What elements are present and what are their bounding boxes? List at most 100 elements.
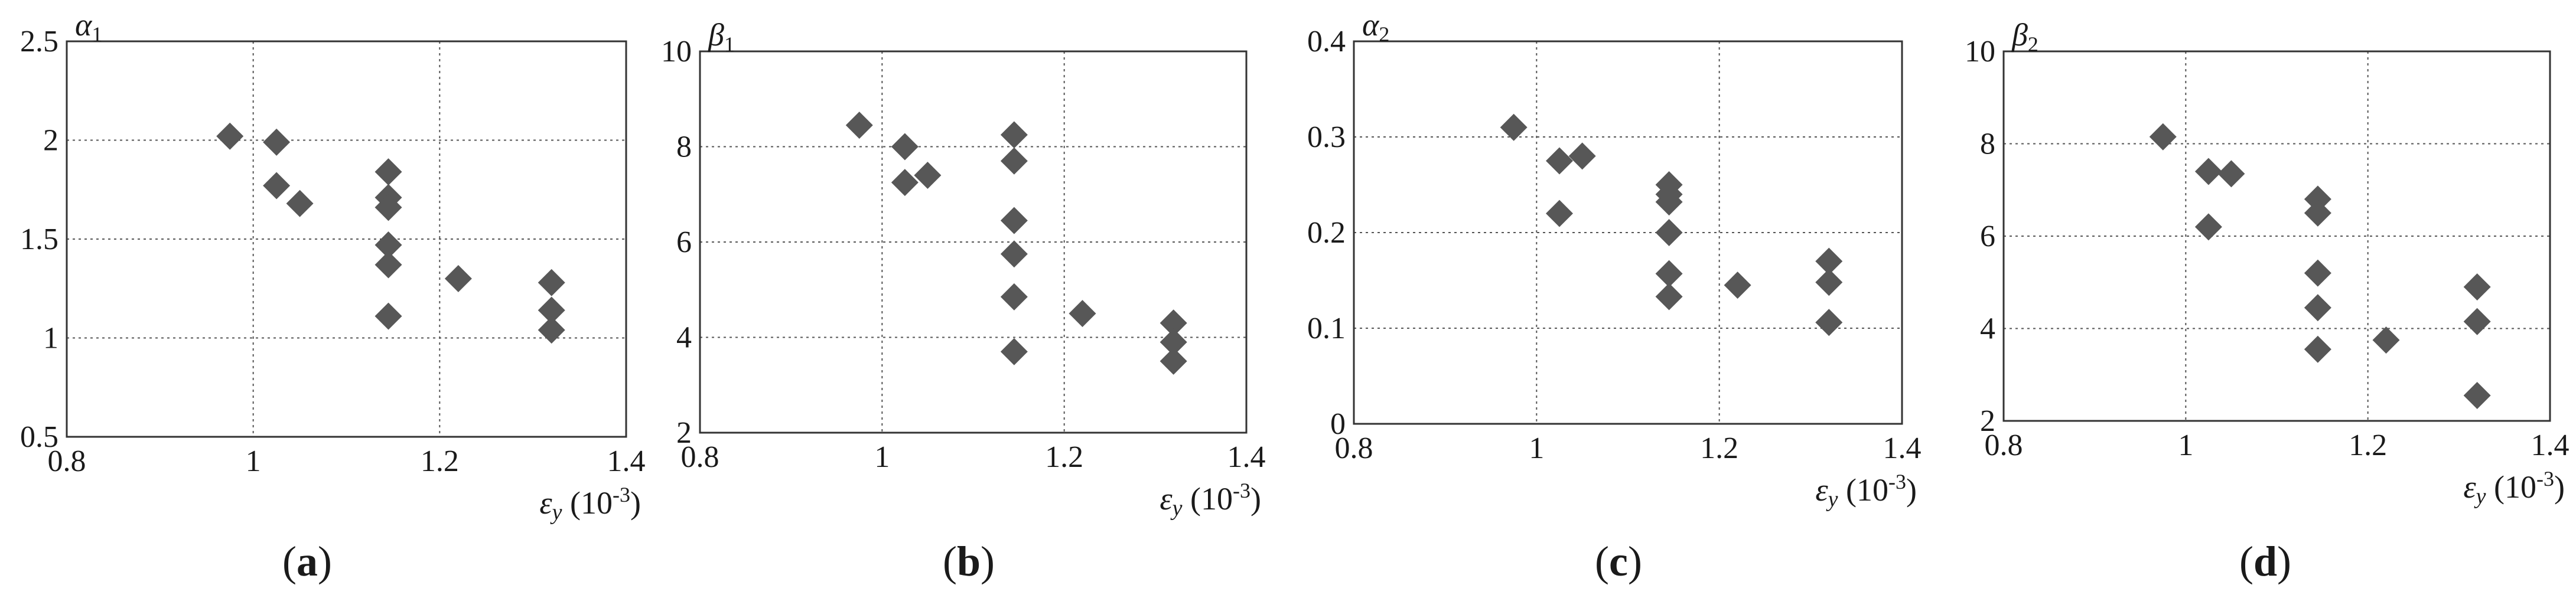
plot-frame [66, 40, 627, 438]
x-tick-label: 1 [2178, 429, 2193, 462]
y-tick-label: 0 [1330, 407, 1346, 441]
y-tick-label: 10 [1965, 35, 1995, 68]
data-point-marker [2463, 381, 2491, 409]
y-tick-label: 1.5 [20, 223, 58, 256]
data-point-marker [1546, 147, 1573, 175]
data-point-marker [374, 251, 402, 279]
data-point-marker [914, 161, 942, 189]
x-tick-label: 0.8 [1985, 429, 2023, 462]
y-tick-label: 4 [676, 321, 692, 355]
x-tick-label: 1.4 [607, 444, 646, 478]
data-point-marker [2194, 158, 2222, 185]
data-point-marker [1655, 219, 1683, 246]
x-tick-label: 1.2 [2349, 429, 2387, 462]
y-tick-label: 2 [43, 124, 58, 158]
x-tick-label: 1.2 [421, 444, 459, 478]
y-axis-label: α2 [1362, 7, 1389, 46]
x-tick-label: 0.8 [1335, 432, 1373, 465]
panel-b: 0.8 1 1.2 1.4 2 4 6 8 10 β1 εy (10-3) (b) [661, 17, 1266, 585]
data-point-marker [263, 128, 291, 156]
y-tick-label: 0.1 [1307, 312, 1346, 345]
data-point-marker [374, 158, 402, 186]
data-point-marker [1069, 300, 1096, 328]
data-point-marker [538, 316, 565, 344]
x-tick-label: 1.2 [1045, 440, 1083, 474]
data-point-marker [374, 231, 402, 259]
y-axis-label: β1 [708, 17, 735, 56]
data-point-marker [2304, 199, 2331, 227]
data-point-marker [216, 122, 244, 150]
x-axis-label: εy (10-3) [2463, 467, 2565, 509]
y-tick-label: 6 [1980, 220, 1995, 253]
data-point-marker [538, 296, 565, 324]
data-point-marker [2304, 185, 2331, 213]
panel-d: 0.8 1 1.2 1.4 2 4 6 8 10 β2 εy (10-3) (d) [1965, 17, 2570, 585]
data-point-marker [2304, 335, 2331, 363]
y-tick-label: 0.3 [1307, 120, 1346, 154]
panel-caption: (a) [282, 538, 332, 585]
data-point-marker [1000, 207, 1028, 234]
y-tick-label: 0.5 [20, 420, 58, 454]
data-point-marker [444, 265, 472, 292]
plot-frame [699, 50, 1248, 434]
data-point-marker [1655, 260, 1683, 287]
y-tick-label: 2 [1980, 404, 1995, 438]
y-tick-label: 8 [676, 130, 692, 164]
data-point-marker [1568, 142, 1596, 170]
data-point-marker [1655, 188, 1683, 216]
data-point-marker [2217, 160, 2245, 188]
y-tick-label: 0.2 [1307, 216, 1346, 250]
data-point-marker [891, 169, 919, 197]
y-tick-label: 2.5 [20, 25, 58, 58]
data-point-marker [1815, 247, 1843, 275]
data-point-marker [2463, 308, 2491, 335]
data-point-marker [1000, 240, 1028, 268]
data-point-marker [263, 172, 291, 200]
y-tick-label: 2 [676, 416, 692, 450]
plot-frame [1353, 40, 1903, 425]
data-point-marker [374, 302, 402, 330]
x-tick-label: 0.8 [681, 440, 719, 474]
x-axis-label: εy (10-3) [1160, 479, 1261, 521]
data-point-marker [1815, 309, 1843, 336]
panel-a: 0.8 1 1.2 1.4 0.5 1 1.5 2 2.5 α1 εy (10-3) (a) [20, 7, 646, 585]
x-axis-label: εy (10-3) [539, 483, 641, 525]
y-tick-label: 6 [676, 225, 692, 259]
data-point-marker [1546, 200, 1573, 227]
data-point-marker [538, 269, 565, 296]
data-point-marker [1160, 347, 1187, 375]
data-point-marker [1655, 283, 1683, 310]
panel-caption: (c) [1595, 538, 1642, 585]
x-tick-label: 1 [874, 440, 890, 474]
x-tick-label: 1.4 [1227, 440, 1266, 474]
plot-frame [2002, 50, 2551, 422]
panel-c: 0.8 1 1.2 1.4 0 0.1 0.2 0.3 0.4 α2 εy (10-3) (c) [1307, 7, 1922, 585]
y-axis-label: β2 [2011, 17, 2038, 56]
data-point-marker [1160, 328, 1187, 356]
y-tick-label: 1 [43, 322, 58, 355]
x-tick-label: 1.4 [1883, 432, 1922, 465]
y-tick-label: 4 [1980, 312, 1995, 346]
x-tick-label: 1.4 [2531, 429, 2570, 462]
data-point-marker [1000, 121, 1028, 149]
data-point-marker [1160, 309, 1187, 337]
x-tick-label: 0.8 [48, 444, 86, 478]
data-point-marker [845, 112, 873, 139]
y-axis-label: α1 [75, 7, 102, 46]
x-tick-label: 1 [1529, 432, 1544, 465]
data-point-marker [1815, 269, 1843, 296]
data-point-marker [374, 194, 402, 221]
x-axis-label: εy (10-3) [1815, 470, 1917, 512]
data-point-marker [2372, 326, 2400, 354]
panel-caption: (b) [943, 538, 995, 585]
data-point-marker [2463, 273, 2491, 301]
data-point-marker [891, 133, 919, 161]
x-tick-label: 1.2 [1700, 432, 1738, 465]
data-point-marker [286, 189, 314, 217]
y-tick-label: 10 [661, 35, 692, 68]
data-point-marker [1724, 272, 1751, 299]
data-point-marker [2304, 294, 2331, 322]
x-tick-label: 1 [246, 444, 261, 478]
y-tick-label: 8 [1980, 128, 1995, 161]
